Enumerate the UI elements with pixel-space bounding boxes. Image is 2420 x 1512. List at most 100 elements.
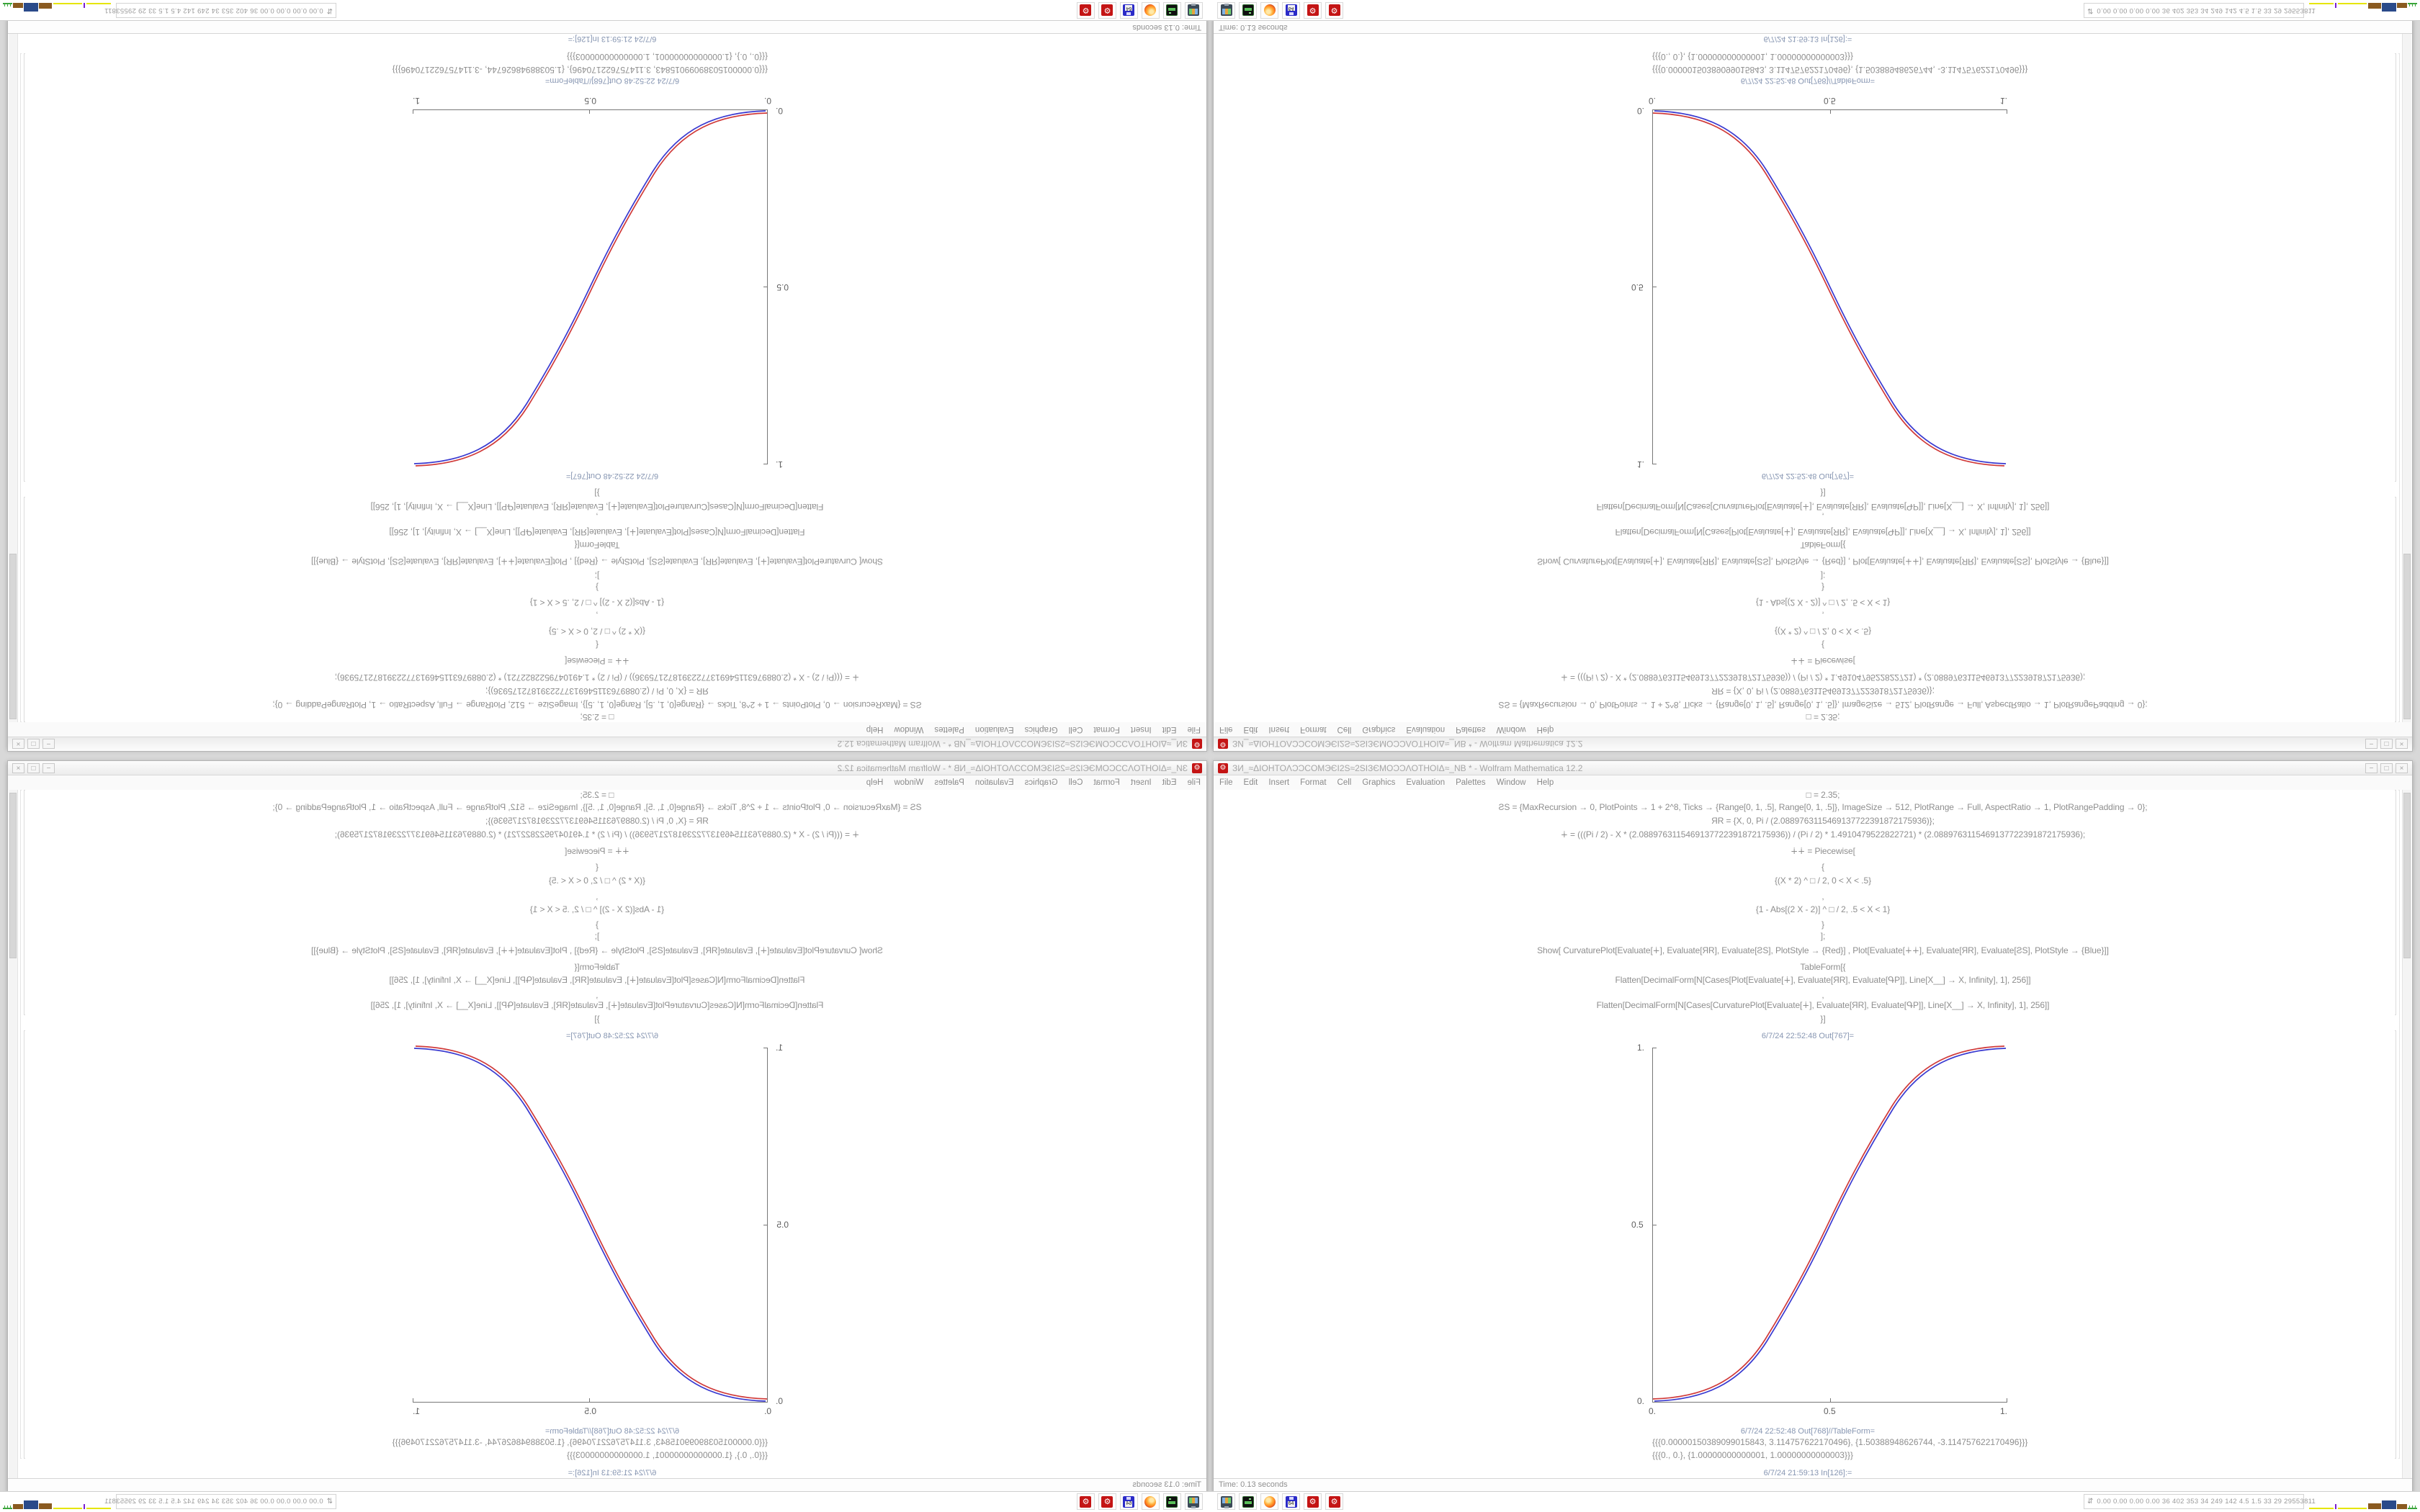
menu-cell[interactable]: Cell	[1069, 725, 1083, 734]
cell-group-bracket[interactable]	[20, 790, 22, 1459]
scrollbar-thumb[interactable]	[2403, 554, 2411, 719]
code-line[interactable]: Show[ CurvaturePlot[Evaluate[∔], Evaluat…	[1229, 557, 2402, 567]
title-bar[interactable]: ⚙ ЗИ_≈ΔIOHTOΛƆƆCOMЭЄI2S≈2SIЗЄMOƆƆΛOTHOIΔ…	[8, 737, 1206, 751]
code-line[interactable]: ];	[1229, 931, 2402, 941]
code-line[interactable]: Show[ CurvaturePlot[Evaluate[∔], Evaluat…	[18, 557, 1191, 567]
close-button[interactable]: ×	[2396, 739, 2408, 750]
menu-edit[interactable]: Edit	[1162, 778, 1177, 787]
menu-graphics[interactable]: Graphics	[1025, 778, 1058, 787]
output-cell-bracket[interactable]	[2395, 1030, 2396, 1459]
menu-format[interactable]: Format	[1093, 725, 1119, 734]
scrollbar-thumb[interactable]	[9, 554, 17, 719]
code-line[interactable]: {	[1229, 862, 2402, 872]
menu-insert[interactable]: Insert	[1131, 725, 1152, 734]
input-cell-bracket[interactable]	[2395, 497, 2396, 722]
code-line[interactable]: }	[1229, 582, 2402, 593]
system-tray[interactable]: ⇵ 0.00 0.00 0.00 0.00 36 402 353 34 249 …	[116, 1494, 336, 1509]
code-line[interactable]: ,	[18, 512, 1191, 522]
code-line[interactable]: }]	[18, 1014, 1191, 1024]
maximize-button[interactable]: □	[27, 739, 40, 750]
code-line[interactable]: {	[1229, 640, 2402, 650]
code-line[interactable]: ЯR = {X, 0, Pi / (2.08897631154691377223…	[1229, 686, 2402, 696]
vertical-scrollbar[interactable]	[2402, 34, 2411, 722]
mathematica-kernel-icon[interactable]: ⚙	[1098, 2, 1116, 19]
mathematica-kernel-icon[interactable]: ⚙	[1077, 1493, 1095, 1510]
code-line[interactable]: ,	[18, 891, 1191, 901]
scrollbar-thumb[interactable]	[2403, 793, 2411, 958]
firefox-icon[interactable]	[1260, 1493, 1278, 1510]
menu-file[interactable]: File	[1187, 725, 1201, 734]
code-line[interactable]: □ = 2.35;	[18, 790, 1191, 800]
code-line[interactable]: {1 - Abs[(2 X - 2)] ^ □ / 2, .5 < X < 1}	[18, 598, 1191, 608]
close-button[interactable]: ×	[2396, 763, 2408, 773]
code-line[interactable]: }	[18, 582, 1191, 593]
floppy-64-icon[interactable]: 64	[1282, 2, 1300, 19]
code-line[interactable]: ,	[18, 990, 1191, 1000]
close-button[interactable]: ×	[12, 739, 24, 750]
code-line[interactable]: Flatten[DecimalForm[N[Cases[CurvaturePlo…	[18, 502, 1191, 512]
code-line[interactable]: ];	[1229, 571, 2402, 581]
menu-help[interactable]: Help	[1537, 778, 1554, 787]
disk-utility-icon[interactable]	[1239, 2, 1257, 19]
code-line[interactable]: }	[1229, 919, 2402, 930]
code-line[interactable]: ,	[1229, 891, 2402, 901]
cell-group-bracket[interactable]	[20, 53, 22, 722]
system-tray[interactable]: ⇵ 0.00 0.00 0.00 0.00 36 402 353 34 249 …	[116, 3, 336, 18]
menu-palettes[interactable]: Palettes	[1456, 725, 1486, 734]
code-line[interactable]: {1 - Abs[(2 X - 2)] ^ □ / 2, .5 < X < 1}	[1229, 598, 2402, 608]
code-line[interactable]: ,	[18, 611, 1191, 621]
minimize-button[interactable]: −	[42, 739, 55, 750]
disk-utility-icon[interactable]	[1163, 1493, 1181, 1510]
menu-help[interactable]: Help	[866, 778, 884, 787]
vertical-scrollbar[interactable]	[9, 790, 18, 1478]
floppy-64-icon[interactable]: 64	[1120, 2, 1138, 19]
code-line[interactable]: {	[18, 862, 1191, 872]
firefox-icon[interactable]	[1142, 1493, 1160, 1510]
menu-window[interactable]: Window	[894, 725, 923, 734]
code-line[interactable]: ƧS = {MaxRecursion → 0, PlotPoints → 1 +…	[18, 802, 1191, 812]
menu-help[interactable]: Help	[866, 725, 884, 734]
mathematica-kernel-icon[interactable]: ⚙	[1077, 2, 1095, 19]
code-line[interactable]: Flatten[DecimalForm[N[Cases[CurvaturePlo…	[1229, 502, 2402, 512]
mathematica-kernel-icon[interactable]: ⚙	[1304, 2, 1322, 19]
menu-evaluation[interactable]: Evaluation	[1406, 778, 1445, 787]
menu-format[interactable]: Format	[1093, 778, 1119, 787]
minimize-button[interactable]: −	[42, 763, 55, 773]
firefox-icon[interactable]	[1260, 2, 1278, 19]
code-line[interactable]: ,	[1229, 990, 2402, 1000]
menu-palettes[interactable]: Palettes	[934, 725, 964, 734]
menu-edit[interactable]: Edit	[1162, 725, 1177, 734]
menu-help[interactable]: Help	[1537, 725, 1554, 734]
input-cell-bracket[interactable]	[24, 790, 25, 1015]
code-line[interactable]: Flatten[DecimalForm[N[Cases[CurvaturePlo…	[18, 1000, 1191, 1010]
code-line[interactable]: {1 - Abs[(2 X - 2)] ^ □ / 2, .5 < X < 1}	[18, 904, 1191, 914]
vertical-scrollbar[interactable]	[9, 34, 18, 722]
mathematica-kernel-icon[interactable]: ⚙	[1098, 1493, 1116, 1510]
menu-evaluation[interactable]: Evaluation	[1406, 725, 1445, 734]
notebook-content[interactable]: □ = 2.35; ƧS = {MaxRecursion → 0, PlotPoi…	[18, 790, 1206, 1478]
code-line[interactable]: □ = 2.35;	[1229, 712, 2402, 722]
menu-file[interactable]: File	[1219, 778, 1233, 787]
code-line[interactable]: TableForm[{	[1229, 962, 2402, 972]
maximize-button[interactable]: □	[27, 763, 40, 773]
code-line[interactable]: ∔∔ = Piecewise[	[18, 656, 1191, 666]
menu-evaluation[interactable]: Evaluation	[975, 725, 1014, 734]
menu-insert[interactable]: Insert	[1268, 725, 1289, 734]
title-bar[interactable]: ⚙ ЗИ_≈ΔIOHTOΛƆƆCOMЭЄI2S≈2SIЗЄMOƆƆΛOTHOIΔ…	[8, 761, 1206, 775]
mathematica-kernel-icon[interactable]: ⚙	[1325, 1493, 1343, 1510]
code-line[interactable]: ЯR = {X, 0, Pi / (2.08897631154691377223…	[18, 816, 1191, 826]
menu-graphics[interactable]: Graphics	[1362, 778, 1395, 787]
system-monitor-icon[interactable]	[1185, 2, 1203, 19]
system-tray[interactable]: ⇵ 0.00 0.00 0.00 0.00 36 402 353 34 249 …	[2084, 1494, 2304, 1509]
minimize-button[interactable]: −	[2365, 763, 2378, 773]
output-cell-bracket[interactable]	[24, 53, 25, 482]
code-line[interactable]: ∔ = (((Pi / 2) - X * (2.0889763115469137…	[18, 672, 1191, 683]
menu-palettes[interactable]: Palettes	[1456, 778, 1486, 787]
disk-utility-icon[interactable]	[1163, 2, 1181, 19]
maximize-button[interactable]: □	[2380, 739, 2393, 750]
code-line[interactable]: ∔∔ = Piecewise[	[18, 846, 1191, 856]
menu-window[interactable]: Window	[1497, 725, 1526, 734]
title-bar[interactable]: ⚙ ЗИ_≈ΔIOHTOΛƆƆCOMЭЄI2S≈2SIЗЄMOƆƆΛOTHOIΔ…	[1214, 761, 2412, 775]
code-line[interactable]: {(X * 2) ^ □ / 2, 0 < X < .5}	[1229, 626, 2402, 636]
output-cell-bracket[interactable]	[2395, 53, 2396, 482]
